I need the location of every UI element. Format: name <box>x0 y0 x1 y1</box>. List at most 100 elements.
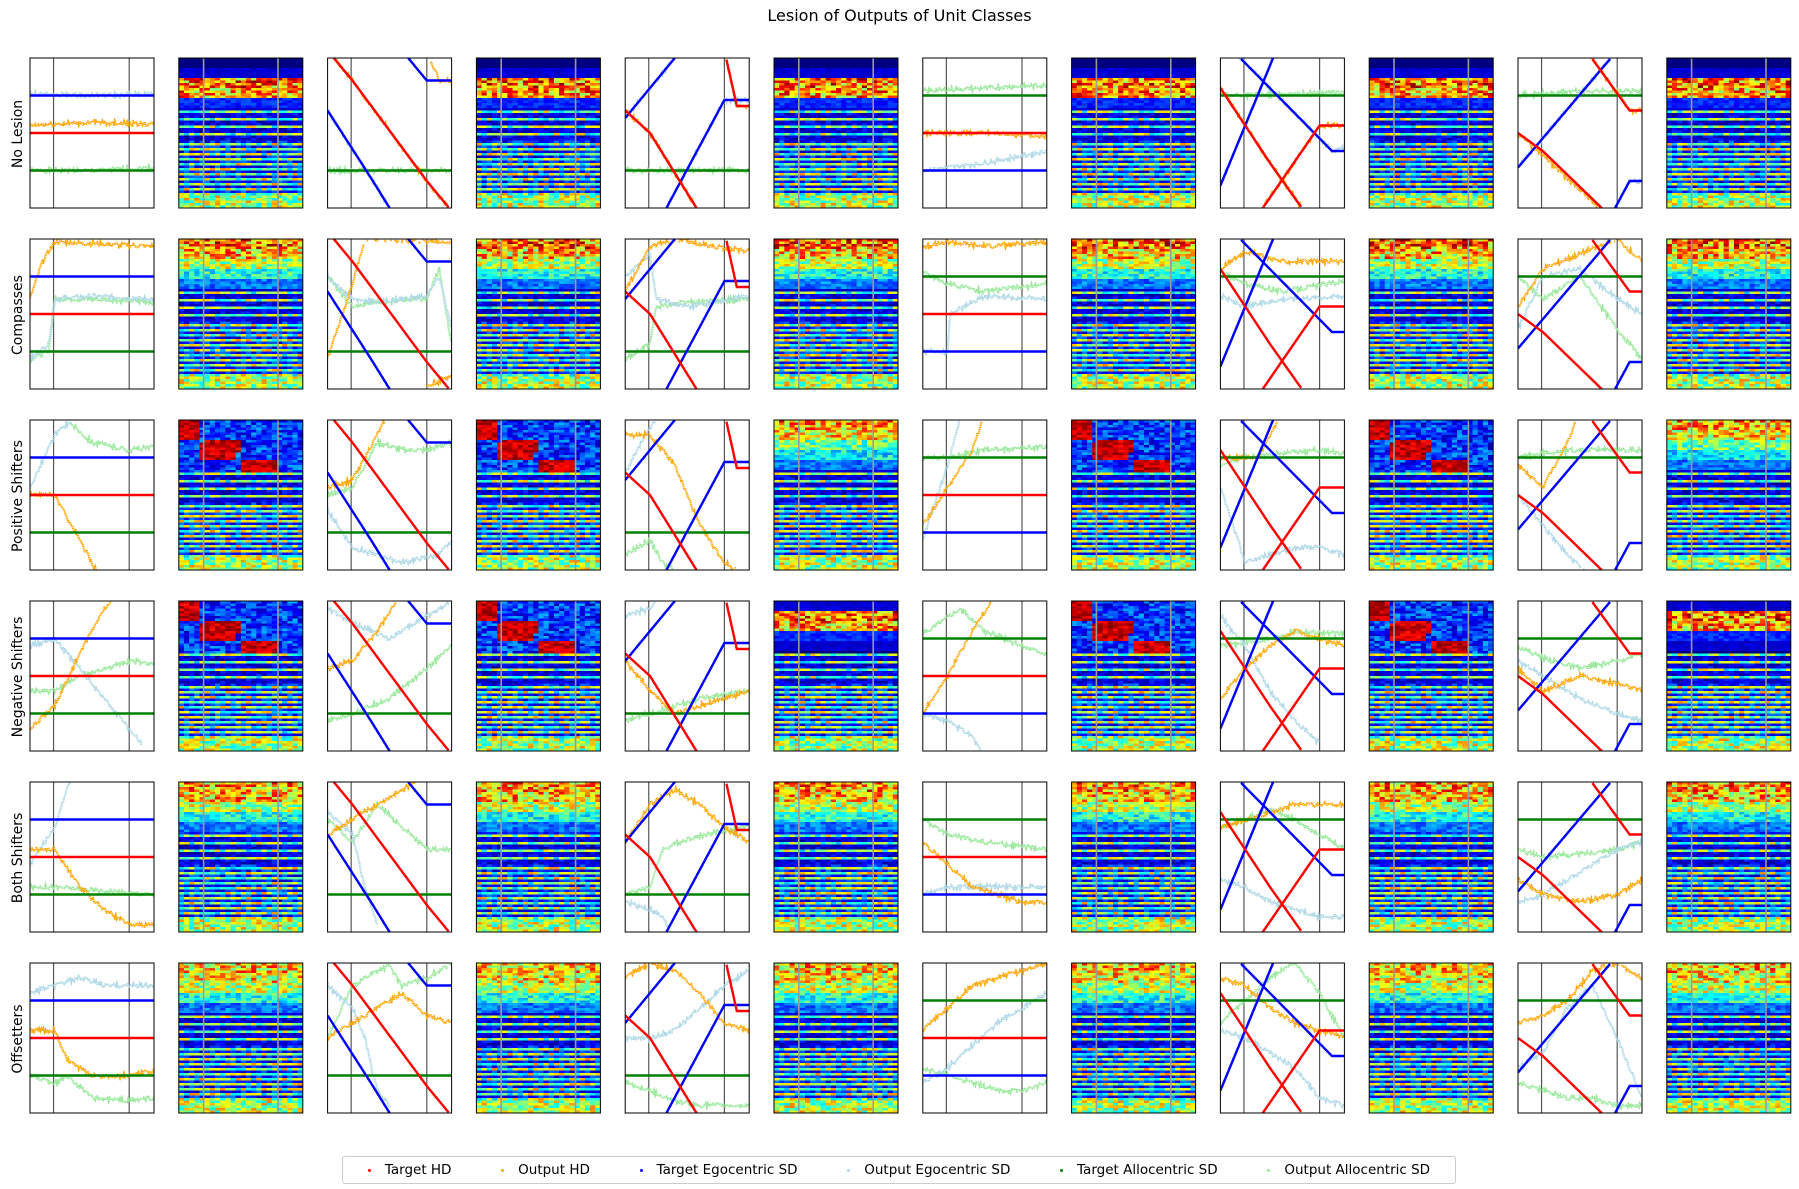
heatmap-cell <box>245 113 252 116</box>
heatmap-cell <box>240 98 247 101</box>
heatmap-cell <box>861 198 868 201</box>
heatmap-cell <box>512 173 519 176</box>
heatmap-cell <box>183 150 190 154</box>
heatmap-cell <box>209 183 216 186</box>
heatmap-cell <box>564 183 570 186</box>
heatmap-cell <box>887 178 894 181</box>
heatmap-cell <box>481 118 488 121</box>
heatmap-cell <box>815 150 821 154</box>
heatmap-cell <box>784 180 790 184</box>
heatmap-cell <box>820 80 827 84</box>
heatmap-cell <box>595 98 601 101</box>
heatmap-cell <box>584 90 591 94</box>
heatmap-cell <box>841 158 847 161</box>
heatmap-cell <box>830 173 837 176</box>
heatmap-cell <box>276 148 283 151</box>
heatmap-cell <box>846 60 852 64</box>
heatmap-cell <box>1133 60 1140 64</box>
heatmap-cell <box>214 120 221 124</box>
heatmap-cell <box>497 118 503 121</box>
heatmap-cell <box>1107 120 1114 124</box>
heatmap-cell <box>199 65 206 69</box>
heatmap-cell <box>220 193 226 196</box>
heatmap-cell <box>476 95 482 99</box>
heatmap-cell <box>789 58 796 61</box>
heatmap-cell <box>189 90 195 94</box>
heatmap-cell <box>543 148 550 151</box>
heatmap-cell <box>230 183 237 186</box>
heatmap-cell <box>882 203 889 206</box>
heatmap-cell <box>794 95 801 99</box>
heatmap-cell <box>251 105 257 109</box>
heatmap-cell <box>892 163 898 166</box>
heatmap-cell <box>178 158 185 161</box>
heatmap-cell <box>820 155 827 159</box>
heatmap-cell <box>1071 60 1078 64</box>
heatmap-cell <box>486 193 493 196</box>
heatmap-cell <box>810 125 816 129</box>
heatmap-cell <box>204 70 211 74</box>
heatmap-cell <box>533 173 539 176</box>
heatmap-cell <box>794 168 801 171</box>
heatmap-cell <box>491 58 498 61</box>
heatmap-cell <box>517 95 524 99</box>
heatmap-cell <box>820 198 827 201</box>
heatmap-cell <box>774 113 780 116</box>
heatmap-cell <box>548 165 555 169</box>
heatmap-cell <box>256 143 262 146</box>
heatmap-cell <box>877 90 883 94</box>
heatmap-cell <box>574 170 581 174</box>
heatmap-cell <box>805 70 811 74</box>
heatmap-cell <box>1174 88 1181 91</box>
heatmap-cell <box>194 130 200 134</box>
heatmap-cell <box>564 193 570 196</box>
heatmap-cell <box>877 70 883 74</box>
heatmap-cell <box>851 183 858 186</box>
heatmap-cell <box>856 78 863 81</box>
heatmap-cell <box>595 90 601 94</box>
heatmap-cell <box>517 200 524 204</box>
heatmap-cell <box>199 93 206 96</box>
heatmap-cell <box>282 180 288 184</box>
heatmap-cell <box>805 153 811 156</box>
heatmap-cell <box>1097 78 1103 81</box>
heatmap-cell <box>1128 73 1134 76</box>
heatmap-cell <box>861 123 868 126</box>
heatmap-cell <box>507 180 513 184</box>
heatmap-cell <box>287 178 293 181</box>
heatmap-cell <box>261 95 268 99</box>
heatmap-cell <box>481 75 488 79</box>
heatmap-cell <box>595 203 601 206</box>
heatmap-cell <box>528 173 534 176</box>
heatmap-cell <box>225 108 231 111</box>
heatmap-cell <box>887 195 894 199</box>
heatmap-cell <box>522 193 529 196</box>
heatmap-cell <box>538 150 544 154</box>
heatmap-cell <box>292 118 299 121</box>
heatmap-cell <box>486 85 493 89</box>
heatmap-cell <box>553 155 560 159</box>
heatmap-cell <box>882 168 889 171</box>
heatmap-cell <box>297 100 303 104</box>
heatmap-cell <box>292 205 299 208</box>
heatmap-cell <box>292 125 299 129</box>
heatmap-cell <box>183 160 190 164</box>
heatmap-cell <box>856 95 863 99</box>
heatmap-cell <box>805 118 811 121</box>
heatmap-cell <box>1154 100 1160 104</box>
heatmap-cell <box>183 198 190 201</box>
heatmap-cell <box>543 78 550 81</box>
heatmap-cell <box>292 168 299 171</box>
heatmap-cell <box>507 140 513 144</box>
heatmap-cell <box>1169 103 1176 106</box>
heatmap-cell <box>225 110 231 114</box>
heatmap-cell <box>805 68 811 71</box>
heatmap-cell <box>507 205 513 208</box>
heatmap-cell <box>1092 58 1098 61</box>
heatmap-cell <box>815 193 821 196</box>
heatmap-cell <box>810 103 816 106</box>
heatmap-cell <box>595 150 601 154</box>
heatmap-cell <box>194 153 200 156</box>
heatmap-cell <box>1128 93 1134 96</box>
heatmap-cell <box>512 188 519 191</box>
